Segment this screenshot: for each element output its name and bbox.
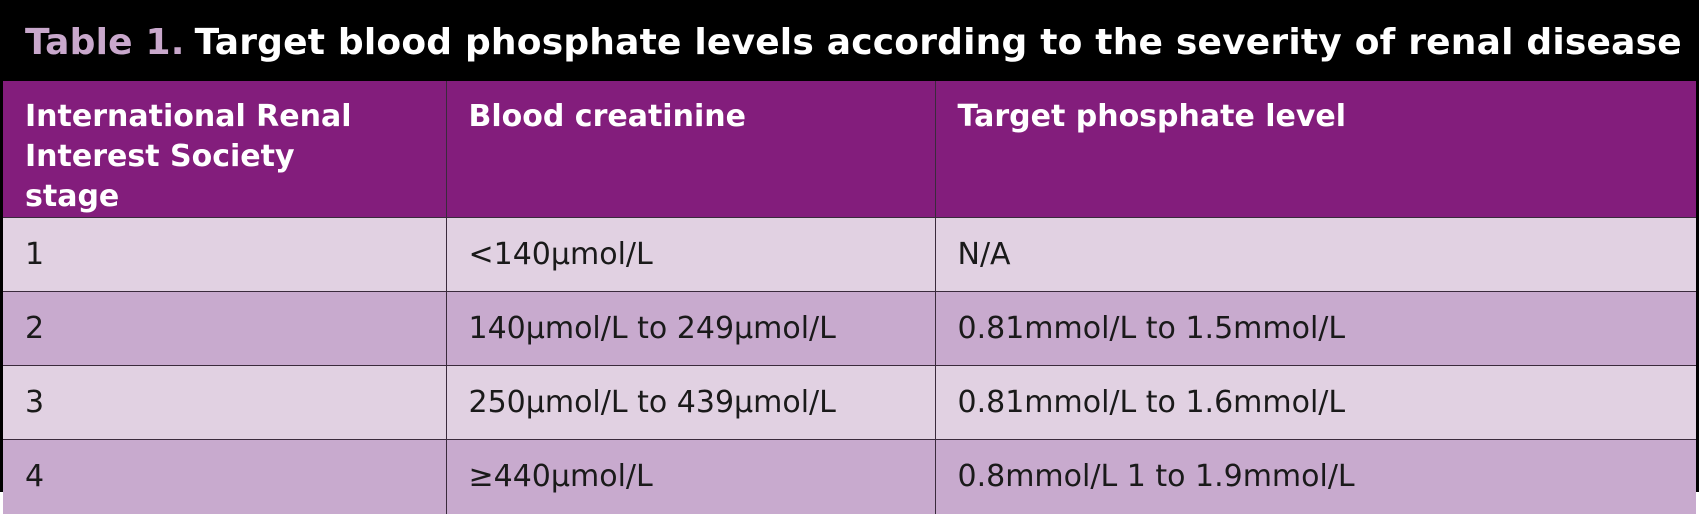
cell-phosphate: 0.8mmol/L 1 to 1.9mmol/L — [934, 439, 1696, 514]
column-header-stage: International Renal Interest Society sta… — [3, 81, 446, 218]
cell-phosphate: 0.81mmol/L to 1.6mmol/L — [934, 365, 1696, 440]
cell-creatinine: 140µmol/L to 249µmol/L — [445, 291, 935, 366]
cell-phosphate: 0.81mmol/L to 1.5mmol/L — [934, 291, 1696, 366]
table-grid: International Renal Interest Society sta… — [3, 81, 1696, 514]
cell-creatinine: ≥440µmol/L — [445, 439, 935, 514]
cell-creatinine: <140µmol/L — [445, 217, 935, 292]
cell-creatinine: 250µmol/L to 439µmol/L — [445, 365, 935, 440]
table-row: 4 ≥440µmol/L 0.8mmol/L 1 to 1.9mmol/L — [3, 439, 1696, 514]
header-row: International Renal Interest Society sta… — [3, 81, 1696, 218]
cell-stage: 1 — [3, 217, 446, 292]
cell-stage: 3 — [3, 365, 446, 440]
cell-stage: 4 — [3, 439, 446, 514]
table-row: 1 <140µmol/L N/A — [3, 217, 1696, 292]
table-number: Table 1. — [25, 21, 185, 63]
cell-phosphate: N/A — [934, 217, 1696, 292]
column-header-phosphate: Target phosphate level — [934, 81, 1696, 218]
table-title: Target blood phosphate levels according … — [194, 21, 1682, 63]
table-row: 2 140µmol/L to 249µmol/L 0.81mmol/L to 1… — [3, 291, 1696, 366]
column-header-creatinine: Blood creatinine — [445, 81, 935, 218]
cell-stage: 2 — [3, 291, 446, 366]
table-row: 3 250µmol/L to 439µmol/L 0.81mmol/L to 1… — [3, 365, 1696, 440]
table-caption: Table 1. Target blood phosphate levels a… — [3, 3, 1696, 81]
